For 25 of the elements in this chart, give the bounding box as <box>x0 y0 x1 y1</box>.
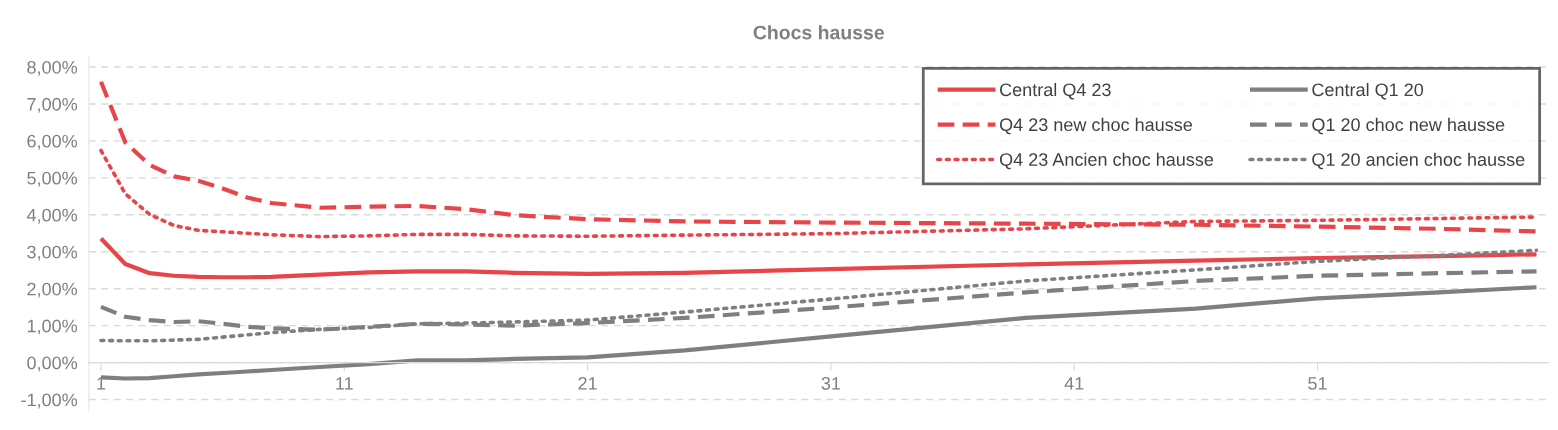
line-series <box>98 79 1539 234</box>
legend-label: Q4 23 Ancien choc hausse <box>999 152 1214 170</box>
line-series <box>98 236 1539 280</box>
legend-label: Q4 23 new choc hausse <box>999 117 1193 135</box>
legend-label: Central Q1 20 <box>1312 82 1424 100</box>
y-tick-label: 4,00% <box>26 208 78 224</box>
y-tick-label: 7,00% <box>27 97 78 113</box>
y-tick-label: 0,00% <box>27 356 78 372</box>
x-tick-label: 21 <box>578 376 597 390</box>
x-tick-label: 51 <box>1308 377 1327 390</box>
legend-label: Central Q4 23 <box>1000 82 1111 100</box>
y-tick-label: -1,00% <box>21 393 78 409</box>
y-tick-label: 8,00% <box>27 60 78 76</box>
x-tick-label: 11 <box>336 377 353 390</box>
x-tick-label: 31 <box>821 376 841 390</box>
y-tick-label: 3,00% <box>27 245 78 261</box>
chart-title: Chocs hausse <box>753 25 884 40</box>
x-tick-label: 41 <box>1064 377 1084 390</box>
legend-label: Q1 20 ancien choc hausse <box>1312 152 1525 170</box>
y-tick-label: 5,00% <box>27 171 78 187</box>
line-series <box>99 248 1539 343</box>
legend-label: Q1 20 choc new hausse <box>1312 117 1505 135</box>
y-tick-label: 6,00% <box>27 134 78 150</box>
y-tick-label: 2,00% <box>27 282 78 298</box>
y-tick-label: 1,00% <box>27 319 78 335</box>
